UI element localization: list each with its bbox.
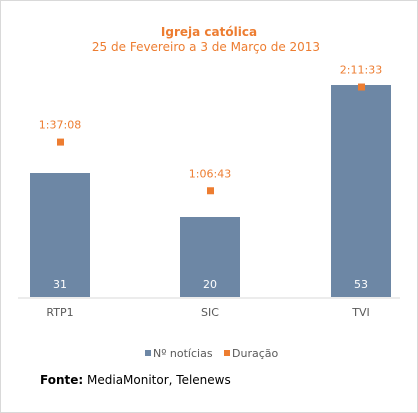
chart-marks: 31 1:37:08 RTP1 20 1:06:43 SIC 53 2:11:33 TVI [30, 64, 391, 319]
duration-label-sic: 1:06:43 [189, 167, 231, 180]
duration-point-rtp1 [57, 138, 64, 146]
bar-value-label-sic: 20 [203, 278, 217, 291]
bar-tvi [331, 85, 391, 297]
legend-swatch-news [145, 350, 151, 356]
duration-label-tvi: 2:11:33 [340, 64, 382, 77]
category-label-tvi: TVI [351, 306, 370, 319]
duration-point-sic [207, 187, 214, 195]
chart-subtitle: 25 de Fevereiro a 3 de Março de 2013 [92, 40, 320, 54]
bar-value-label-rtp1: 31 [53, 278, 67, 291]
bar-sic [180, 217, 240, 297]
legend-label-news: Nº notícias [153, 347, 213, 360]
source-text: MediaMonitor, Telenews [87, 373, 231, 387]
duration-point-tvi [358, 83, 365, 91]
bar-rtp1 [30, 173, 90, 297]
duration-label-rtp1: 1:37:08 [39, 119, 81, 132]
category-label-rtp1: RTP1 [46, 306, 73, 319]
legend: Nº notícias Duração [145, 347, 278, 360]
chart-title: Igreja católica [161, 25, 257, 39]
legend-swatch-duration [224, 350, 230, 356]
legend-label-duration: Duração [232, 347, 278, 360]
category-label-sic: SIC [201, 306, 219, 319]
bar-value-label-tvi: 53 [354, 278, 368, 291]
source-label: Fonte: [40, 373, 84, 387]
source-note: Fonte: MediaMonitor, Telenews [40, 373, 231, 387]
